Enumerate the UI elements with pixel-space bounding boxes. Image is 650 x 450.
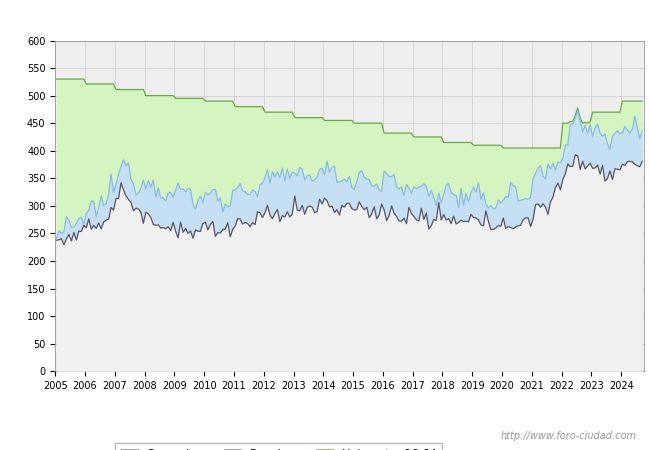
Text: http://www.foro-ciudad.com: http://www.foro-ciudad.com — [501, 431, 637, 441]
Legend: Ocupados, Parados, Hab. entre 16-64: Ocupados, Parados, Hab. entre 16-64 — [116, 443, 442, 450]
Text: Riego de la Vega - Evolucion de la poblacion en edad de Trabajar Septiembre de 2: Riego de la Vega - Evolucion de la pobla… — [38, 10, 612, 23]
